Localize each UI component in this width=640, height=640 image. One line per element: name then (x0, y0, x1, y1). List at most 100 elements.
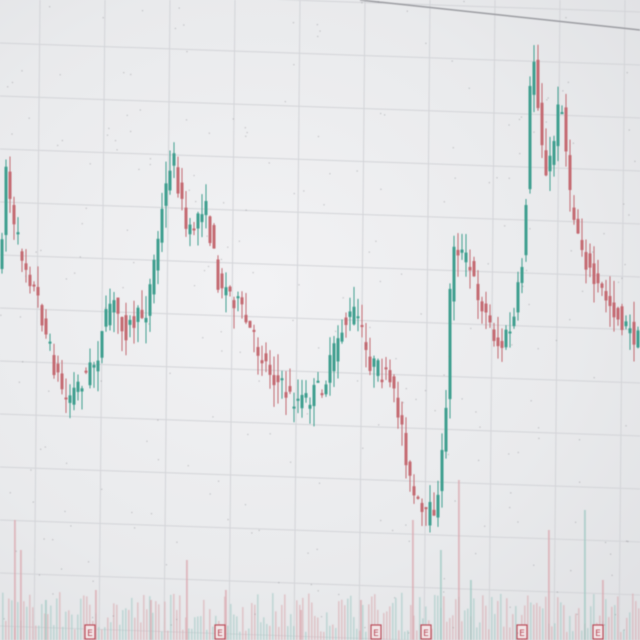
volume-bar (443, 596, 445, 640)
volume-spike (584, 510, 586, 640)
speckle (254, 613, 256, 615)
volume-bar (305, 631, 307, 640)
candle-body (168, 170, 172, 191)
volume-bar (86, 596, 88, 640)
candle-body (540, 102, 544, 146)
candle-body (96, 360, 100, 372)
volume-bar (578, 608, 580, 640)
volume-bar (401, 592, 403, 640)
candle-body (56, 363, 60, 373)
volume-bar (314, 615, 316, 640)
candle-body (544, 150, 548, 176)
candle-body (148, 284, 152, 316)
volume-bar (173, 593, 175, 640)
speckle (11, 133, 13, 135)
speckle (454, 500, 456, 502)
grid-line-v (163, 0, 171, 640)
volume-bar (44, 613, 46, 640)
candle-body (396, 397, 400, 418)
candle-body (592, 263, 596, 284)
candle-body (384, 367, 388, 370)
grid-line-h (0, 254, 640, 278)
speckle (18, 381, 20, 383)
volume-bar (629, 612, 631, 640)
candle-body (380, 379, 384, 383)
volume-bar (56, 598, 58, 640)
volume-spike (20, 550, 22, 640)
volume-bar (308, 593, 310, 640)
volume-bar (551, 626, 553, 640)
grid-line-h (0, 148, 640, 172)
candle-body (320, 393, 324, 396)
speckle (148, 323, 150, 325)
speckle (634, 160, 636, 162)
volume-bar (194, 617, 196, 640)
speckle (133, 527, 136, 529)
speckle (628, 214, 630, 216)
speckle (529, 228, 531, 230)
speckle (79, 256, 81, 258)
speckle (221, 350, 223, 352)
volume-bar (344, 605, 346, 640)
speckle (114, 140, 117, 142)
speckle (48, 390, 50, 392)
volume-bar (275, 611, 277, 640)
volume-bar (98, 627, 100, 640)
speckle (293, 64, 295, 66)
speckle (513, 318, 515, 320)
speckle (546, 99, 548, 101)
speckle (579, 481, 581, 483)
candle-body (24, 263, 28, 270)
volume-bar (356, 628, 358, 640)
volume-spike (602, 580, 604, 640)
candle-body (636, 330, 640, 348)
volume-spike (14, 520, 16, 640)
candle-body (48, 341, 52, 344)
candle-body (60, 373, 64, 390)
volume-bar (38, 625, 40, 640)
volume-bar (143, 595, 145, 640)
volume-bar (524, 605, 526, 640)
candle-body (204, 200, 208, 216)
volume-bar (434, 594, 436, 640)
speckle (258, 529, 260, 531)
speckle (555, 339, 557, 342)
speckle (130, 73, 132, 76)
speckle (187, 465, 189, 467)
speckle (520, 116, 523, 118)
volume-bar (68, 610, 70, 640)
speckle (7, 86, 9, 88)
speckle (570, 250, 572, 252)
speckle (452, 627, 454, 629)
volume-spike (360, 600, 362, 640)
speckle (380, 519, 382, 522)
speckle (227, 518, 229, 521)
speckle (434, 410, 436, 412)
volume-bar (260, 622, 262, 640)
speckle (101, 488, 103, 490)
speckle (511, 344, 513, 346)
speckle (443, 578, 445, 580)
speckle (603, 233, 605, 235)
grid-line-v (98, 0, 106, 640)
volume-bar (89, 604, 91, 640)
candle-body (460, 249, 464, 253)
speckle (383, 114, 386, 116)
grid-line-v (488, 0, 496, 640)
speckle (207, 265, 210, 268)
candle-body (32, 284, 36, 287)
event-marker-box (592, 624, 604, 640)
speckle (52, 539, 54, 541)
candle-body (72, 387, 76, 405)
candle-body (212, 225, 216, 249)
candle-body (492, 329, 496, 341)
volume-bar (311, 602, 313, 640)
candle-body (144, 317, 148, 323)
volume-spike (412, 520, 414, 640)
volume-bar (383, 613, 385, 640)
candle-body (376, 360, 380, 377)
speckle (244, 504, 247, 506)
speckle (624, 263, 626, 266)
volume-bar (80, 598, 82, 640)
candle-body (300, 394, 304, 409)
